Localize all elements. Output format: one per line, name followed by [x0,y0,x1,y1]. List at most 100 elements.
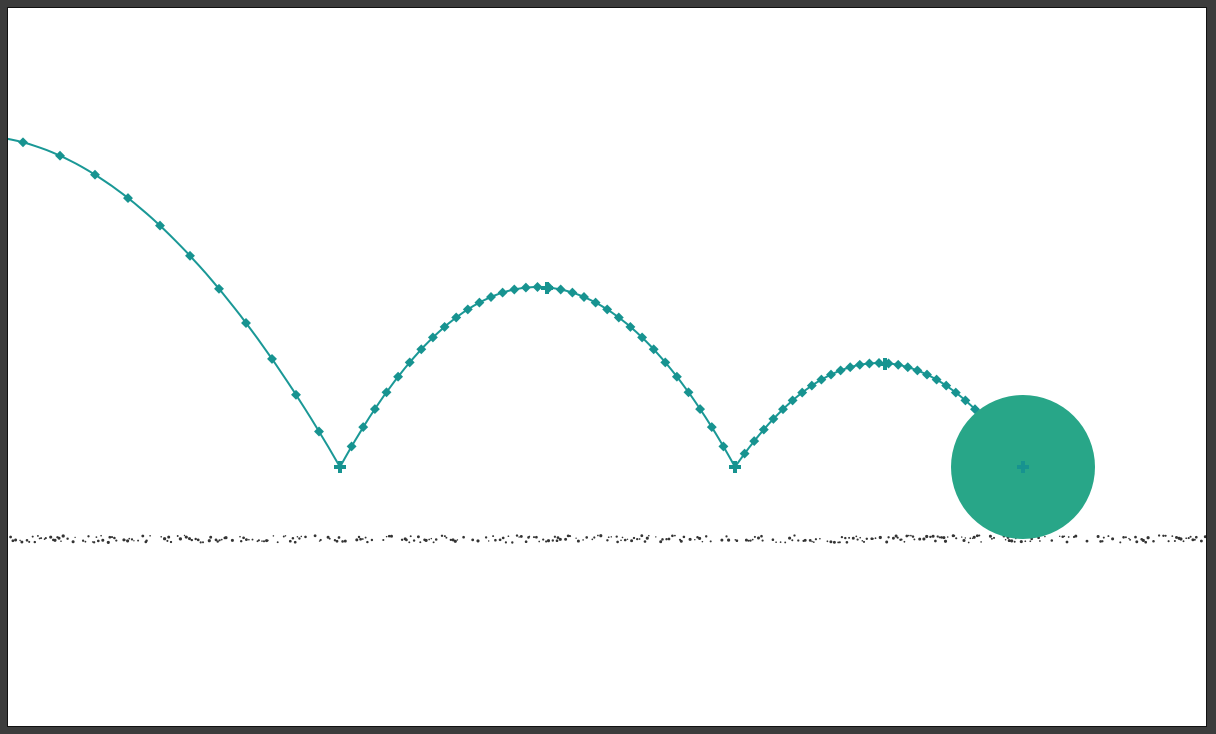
ground-speck [905,534,909,538]
ground-speck [288,539,292,543]
ground-speck [749,539,752,542]
ground-speck [616,540,619,544]
ground-speck [1162,534,1165,537]
ground-speck [61,534,65,538]
trajectory-marker [648,344,659,355]
ground-speck [934,539,937,543]
ground-speck [566,534,570,538]
ground-speck [597,534,599,537]
ground-speck [71,540,75,544]
ground-speck [216,540,219,543]
ground-speck [456,539,459,541]
ground-speck [967,541,970,544]
ground-speck [874,537,877,540]
trajectory-marker [214,283,224,294]
ground-speck [1111,537,1115,541]
ground-speck [913,538,916,541]
ground-speck [903,540,906,543]
ground-speck [1029,540,1032,543]
ground-speck [209,535,213,539]
ground-speck [1189,535,1192,538]
ground-speck [1141,538,1145,542]
ground-speck [844,536,847,540]
ground-speck [623,538,627,542]
ground-speck [1096,535,1100,538]
ground-speck [1129,538,1132,541]
ground-speck [133,540,135,542]
ground-speck [955,537,958,540]
ground-speck [688,537,692,541]
ground-speck [248,538,250,541]
ground-speck [163,537,167,541]
ground-speck [66,537,69,540]
ground-speck [953,534,956,537]
ground-speck [1085,539,1089,543]
ground-speck [812,541,815,543]
ground-speck [698,536,702,540]
ground-speck [220,538,223,541]
ground-speck [36,534,39,537]
ground-speck [1058,535,1061,538]
ground-speck [504,541,507,544]
ground-speck [524,540,528,543]
trajectory-marker [806,380,817,391]
ground-speck [432,541,435,544]
ground-speck [615,535,618,538]
ground-speck [194,537,197,541]
ground-speck [962,538,966,543]
trajectory-marker [683,387,694,398]
ground-speck [487,540,490,542]
ground-speck [845,541,849,544]
ground-speck [975,534,979,538]
ground-speck [819,537,821,540]
ground-speck [190,538,194,542]
ground-speck [239,535,241,538]
trajectory-marker [590,297,601,308]
ground-speck [535,535,538,539]
ground-speck [911,535,915,538]
trajectory-marker [509,284,520,295]
ground-speck [428,538,431,541]
ground-speck [462,535,465,539]
ground-speck [293,540,297,544]
ground-speck [110,536,114,539]
trajectory-marker [893,359,904,370]
ground-speck [551,539,555,542]
ground-speck [640,534,644,538]
ground-speck [265,539,269,543]
ground-speck [409,535,412,538]
ground-speck [1187,537,1190,540]
ground-speck [938,536,941,539]
ground-speck [218,539,221,542]
ground-speck [1144,540,1148,544]
ground-speck [988,534,992,538]
ground-speck [57,536,61,540]
ground-speck [632,536,636,540]
ground-speck [167,535,171,539]
ground-speck [848,536,851,539]
ground-speck [400,538,404,542]
ground-speck [1007,539,1011,543]
ground-speck [160,535,163,538]
ground-speck [471,538,475,542]
bounce-marker [541,282,553,294]
ground-speck [859,536,862,539]
ground-speck [648,534,650,537]
ground-speck [1099,540,1102,543]
trajectory-marker [864,358,875,369]
ground-speck [498,538,502,542]
ground-speck [207,539,211,543]
ground-speck [620,539,622,542]
trajectory-marker [427,332,438,343]
trajectory-marker [787,395,798,406]
trajectory-marker [950,387,961,398]
ground-speck [366,540,369,544]
ground-speck [1191,538,1195,542]
ground-speck [81,539,85,542]
ground-speck [1193,538,1196,541]
ground-speck [9,535,12,539]
ground-speck [1067,536,1070,538]
ground-speck [387,534,391,538]
game-canvas[interactable] [7,7,1207,727]
ground-speck [1152,540,1155,543]
